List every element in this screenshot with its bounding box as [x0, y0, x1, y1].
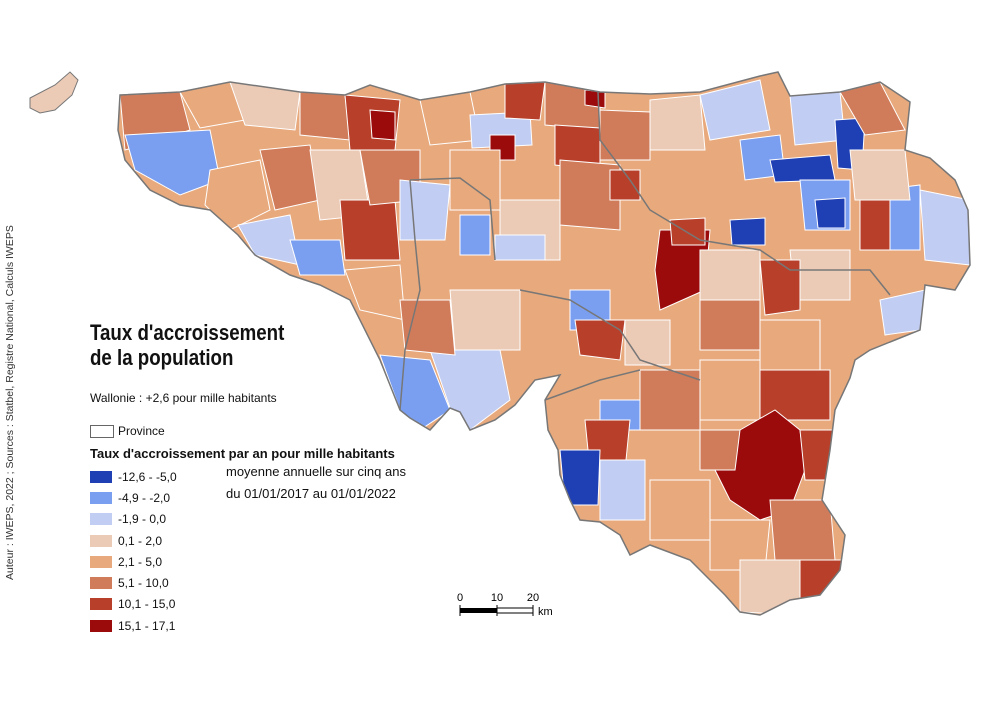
commune — [494, 234, 546, 261]
commune — [759, 319, 821, 371]
commune — [609, 169, 641, 201]
scale-tick-label: 10 — [491, 592, 503, 604]
commune — [574, 319, 626, 361]
commune — [459, 214, 491, 256]
commune — [559, 449, 601, 506]
province-border — [519, 289, 701, 381]
commune — [649, 94, 706, 151]
commune — [859, 199, 891, 251]
commune — [919, 189, 970, 266]
legend-label: -12,6 - -5,0 — [118, 469, 177, 484]
legend-label: 5,1 - 10,0 — [118, 576, 169, 591]
scale-segment — [496, 607, 534, 614]
commune — [599, 109, 651, 161]
map-title: Taux d'accroissement de la population — [90, 320, 285, 370]
commune — [599, 459, 646, 521]
commune — [769, 499, 836, 561]
commune — [289, 239, 346, 276]
commune — [344, 264, 406, 321]
enclave — [29, 71, 79, 114]
legend-item: 2,1 - 5,0 — [90, 551, 177, 572]
province-border — [399, 179, 421, 411]
legend-swatch — [90, 470, 112, 483]
scale-tick-label: 0 — [457, 592, 463, 604]
commune — [669, 217, 706, 246]
legend-title: Taux d'accroissement par an pour mille h… — [90, 446, 395, 461]
commune — [639, 369, 701, 431]
legend-item: -12,6 - -5,0 — [90, 466, 177, 487]
commune — [369, 109, 396, 141]
legend-label: -1,9 - 0,0 — [118, 512, 167, 527]
commune — [624, 319, 671, 366]
legend-item: 15,1 - 17,1 — [90, 615, 177, 636]
commune — [504, 81, 546, 121]
commune — [699, 299, 761, 351]
commune — [399, 299, 456, 356]
province-border — [544, 369, 641, 401]
legend-item: -4,9 - -2,0 — [90, 487, 177, 508]
legend-item: 10,1 - 15,0 — [90, 594, 177, 615]
province-swatch — [90, 424, 114, 438]
commune — [204, 159, 271, 231]
legend-swatch — [90, 534, 112, 547]
commune — [339, 199, 401, 261]
communes-layer — [119, 79, 970, 615]
legend-swatch — [90, 577, 112, 590]
commune — [849, 149, 911, 201]
province-key: Province — [90, 424, 165, 438]
scale-segment — [460, 608, 497, 613]
province-border — [597, 91, 701, 241]
province-border — [409, 177, 496, 261]
commune — [449, 149, 501, 211]
commune — [729, 217, 766, 246]
commune — [299, 91, 351, 141]
scale-bar: 0 10 20 km — [457, 592, 553, 618]
commune — [799, 559, 846, 601]
legend-item: 0,1 - 2,0 — [90, 530, 177, 551]
legend-swatch — [90, 555, 112, 568]
legend-label: 15,1 - 17,1 — [118, 618, 176, 633]
legend: -12,6 - -5,0 -4,9 - -2,0 -1,9 - 0,0 0,1 … — [90, 466, 177, 636]
scale-unit: km — [538, 606, 553, 618]
legend-item: -1,9 - 0,0 — [90, 509, 177, 530]
province-borders — [117, 71, 971, 616]
commune — [814, 197, 846, 229]
commune — [559, 159, 621, 231]
legend-label: -4,9 - -2,0 — [118, 490, 171, 505]
legend-swatch — [90, 598, 112, 611]
commune — [769, 154, 836, 183]
commune — [699, 79, 771, 141]
province-border — [699, 239, 891, 296]
commune — [649, 479, 711, 541]
commune — [399, 179, 451, 241]
legend-note-dates: du 01/01/2017 au 01/01/2022 — [226, 486, 396, 501]
commune — [449, 289, 521, 351]
commune — [699, 429, 741, 471]
commune — [699, 249, 761, 301]
scale-tick-label: 20 — [527, 592, 539, 604]
commune — [124, 129, 221, 196]
credit-text: Auteur : IWEPS, 2022 ; Sources : Statbel… — [4, 225, 16, 580]
legend-label: 0,1 - 2,0 — [118, 533, 163, 548]
legend-item: 5,1 - 10,0 — [90, 572, 177, 593]
map-subtitle: Wallonie : +2,6 pour mille habitants — [90, 391, 277, 405]
commune — [759, 259, 801, 316]
legend-label: 2,1 - 5,0 — [118, 554, 163, 569]
legend-note-period: moyenne annuelle sur cinq ans — [226, 464, 406, 479]
commune — [699, 359, 761, 421]
commune — [759, 369, 831, 421]
commune — [739, 559, 801, 615]
province-label: Province — [118, 424, 165, 438]
legend-swatch — [90, 513, 112, 526]
legend-swatch — [90, 619, 112, 632]
legend-swatch — [90, 491, 112, 504]
legend-label: 10,1 - 15,0 — [118, 597, 176, 612]
